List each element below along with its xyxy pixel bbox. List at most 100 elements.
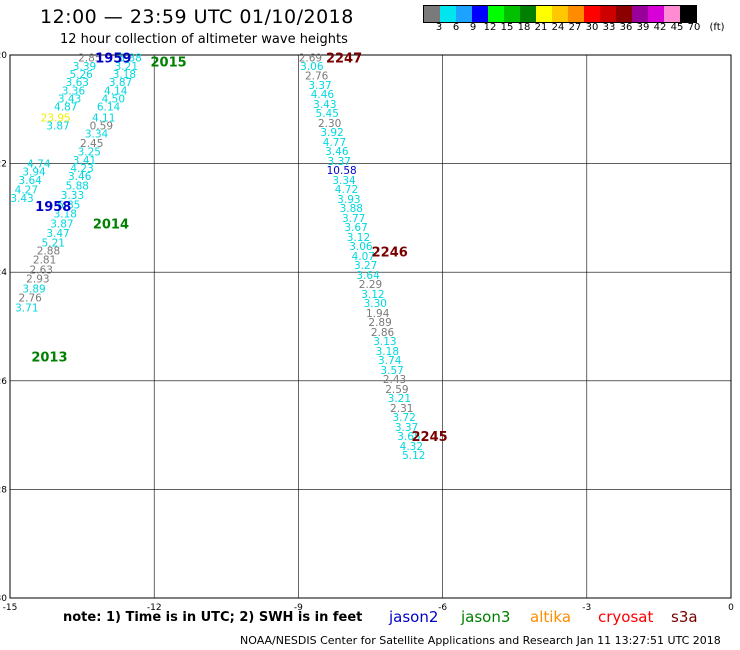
wave-height-value: 3.92 <box>320 127 343 139</box>
wave-height-value: 2.76 <box>18 293 42 305</box>
wave-height-value: 2.89 <box>368 317 391 329</box>
wave-height-value: 2.88 <box>37 245 60 257</box>
pass-time-label: 2246 <box>372 246 408 261</box>
wave-height-value: 2.29 <box>359 279 382 291</box>
color-scale-legend <box>423 5 697 23</box>
wave-height-value: 3.64 <box>356 270 380 282</box>
legend-label: 24 <box>551 22 565 33</box>
y-tick-label: -22 <box>0 160 7 170</box>
note-text: note: 1) Time is in UTC; 2) SWH is in fe… <box>63 610 363 625</box>
legend-unit: (ft) <box>709 22 725 33</box>
wave-height-value: 3.34 <box>332 175 356 187</box>
pass-time-label: 2014 <box>93 217 129 232</box>
wave-height-value: 3.41 <box>73 155 96 167</box>
wave-height-value: 2.93 <box>26 274 49 286</box>
plot-frame <box>9 54 732 599</box>
legend-label: 45 <box>670 22 684 33</box>
wave-height-value: 3.72 <box>392 412 415 424</box>
wave-height-value: 5.12 <box>402 450 425 462</box>
pass-time-label: 1958 <box>35 200 71 215</box>
x-tick-label: -15 <box>3 603 18 613</box>
wave-height-value: 4.50 <box>102 93 125 105</box>
y-tick-label: -24 <box>0 268 7 278</box>
legend-swatch <box>504 6 520 22</box>
wave-height-value: 4.77 <box>323 137 346 149</box>
wave-height-value: 4.27 <box>15 185 38 197</box>
legend-label: 12 <box>483 22 497 33</box>
wave-height-value: 3.13 <box>373 336 396 348</box>
pass-time-label: 2245 <box>412 430 448 445</box>
wave-height-value: 3.37 <box>328 156 351 168</box>
wave-height-value: 10.58 <box>327 165 357 177</box>
legend-swatch <box>536 6 552 22</box>
wave-height-value: 5.45 <box>316 108 339 120</box>
wave-height-value: 3.06 <box>349 241 373 253</box>
wave-height-value: 3.67 <box>344 222 367 234</box>
legend-swatch <box>664 6 680 22</box>
wave-height-value: 3.74 <box>378 355 402 367</box>
wave-height-value: 2.43 <box>383 374 406 386</box>
legend-label: 70 <box>687 22 701 33</box>
wave-height-value: 2.30 <box>318 118 341 130</box>
legend-swatch <box>440 6 456 22</box>
legend-swatch <box>552 6 568 22</box>
satellite-name: cryosat <box>598 608 654 626</box>
wave-height-value: 3.46 <box>68 171 92 183</box>
wave-height-value: 5.38 <box>118 53 141 65</box>
wave-height-value: 3.21 <box>388 393 411 405</box>
wave-height-value: 4.23 <box>70 163 93 175</box>
wave-height-value: 3.65 <box>397 431 420 443</box>
legend-swatch <box>472 6 488 22</box>
wave-height-value: 23.95 <box>41 112 71 124</box>
legend-swatch <box>424 6 440 22</box>
wave-height-value: 3.77 <box>342 213 365 225</box>
wave-height-value: 4.74 <box>27 159 51 171</box>
wave-height-value: 2.86 <box>371 327 395 339</box>
wave-height-value: 3.12 <box>361 289 384 301</box>
wave-height-value: 2.69 <box>299 53 322 65</box>
x-tick-label: -3 <box>582 603 591 613</box>
wave-height-value: 4.87 <box>54 102 77 114</box>
wave-height-value: 4.07 <box>352 251 375 263</box>
page-subtitle: 12 hour collection of altimeter wave hei… <box>60 32 348 47</box>
wave-height-value: 3.87 <box>109 77 132 89</box>
wave-height-value: 3.21 <box>115 61 138 73</box>
wave-height-value: 3.64 <box>18 175 42 187</box>
wave-height-value: 3.18 <box>54 209 77 221</box>
wave-height-value: 3.43 <box>10 193 33 205</box>
wave-height-value: 2.63 <box>30 264 53 276</box>
wave-height-value: 5.88 <box>66 180 89 192</box>
y-tick-label: -30 <box>0 594 7 604</box>
wave-height-value: 3.34 <box>85 129 109 141</box>
satellite-name: altika <box>530 608 572 626</box>
legend-label: 6 <box>452 22 460 33</box>
wave-height-value: 3.43 <box>313 99 336 111</box>
x-tick-label: 0 <box>728 603 734 613</box>
pass-time-label: 2013 <box>31 350 67 365</box>
wave-height-value: 3.37 <box>395 422 418 434</box>
wave-height-value: 4.14 <box>104 85 128 97</box>
pass-time-label: 1959 <box>95 52 131 67</box>
wave-height-value: 3.27 <box>354 260 377 272</box>
satellite-name: jason2 <box>389 608 439 626</box>
wave-height-value: 3.46 <box>325 146 349 158</box>
legend-swatch <box>568 6 584 22</box>
wave-height-value: 3.63 <box>66 77 89 89</box>
footer-credit: NOAA/NESDIS Center for Satellite Applica… <box>240 634 721 647</box>
wave-height-value: 3.57 <box>380 365 403 377</box>
legend-swatch <box>488 6 504 22</box>
wave-height-value: 4.46 <box>311 89 335 101</box>
wave-height-value: 3.25 <box>78 147 101 159</box>
legend-swatch <box>680 6 696 22</box>
legend-label: 39 <box>636 22 650 33</box>
wave-height-value: 3.88 <box>340 203 363 215</box>
wave-height-value: 3.37 <box>308 80 331 92</box>
wave-height-value: 1.94 <box>366 308 390 320</box>
wave-height-value: 4.32 <box>400 441 423 453</box>
wave-height-value: 3.18 <box>113 69 136 81</box>
wave-height-value: 3.87 <box>46 121 69 133</box>
wave-height-value: 4.11 <box>92 112 115 124</box>
y-tick-label: -20 <box>0 51 7 61</box>
legend-label: 18 <box>517 22 531 33</box>
